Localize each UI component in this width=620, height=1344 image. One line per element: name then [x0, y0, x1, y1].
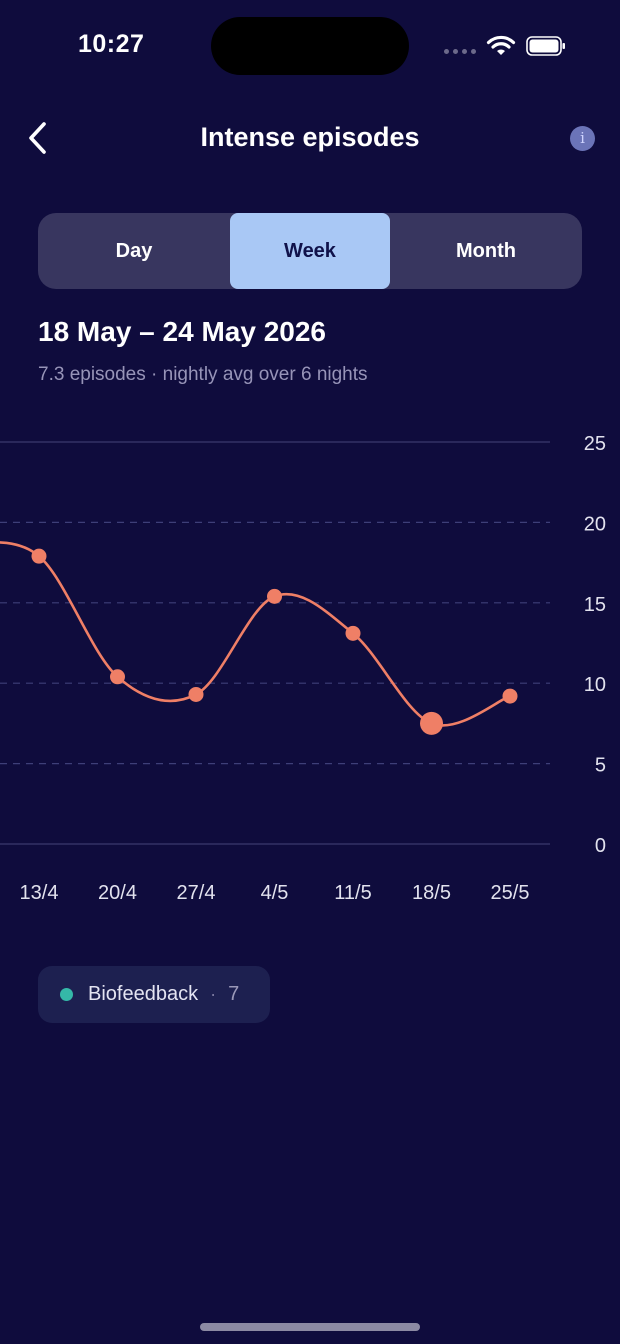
y-tick-label: 0 — [595, 835, 606, 857]
x-tick-label: 18/5 — [412, 882, 451, 904]
legend-chip-biofeedback[interactable]: Biofeedback · 7 — [38, 966, 270, 1023]
x-tick-label: 27/4 — [177, 882, 216, 904]
nav-bar: Intense episodes i — [0, 100, 620, 176]
cellular-signal-icon — [444, 49, 476, 54]
chevron-left-icon — [29, 122, 46, 154]
period-segmented-control: Day Week Month — [38, 213, 582, 289]
series-line — [0, 541, 512, 727]
segment-month[interactable]: Month — [456, 239, 516, 262]
legend-count: 7 — [228, 983, 240, 1005]
date-range-subtitle: 7.3 episodes · nightly avg over 6 nights — [38, 364, 368, 385]
legend-separator: · — [210, 984, 217, 1004]
dynamic-island — [211, 17, 409, 75]
date-range-title: 18 May – 24 May 2026 — [38, 316, 326, 347]
y-tick-label: 25 — [584, 433, 606, 455]
data-point — [267, 588, 282, 604]
x-tick-label: 20/4 — [98, 882, 137, 904]
segment-week[interactable]: Week — [230, 213, 390, 289]
data-point-selected — [420, 711, 443, 735]
x-tick-label: 4/5 — [261, 882, 289, 904]
x-tick-label: 25/5 — [491, 882, 530, 904]
data-point — [188, 686, 204, 702]
episodes-line-chart: 0 5 10 15 20 25 13/4 20/4 27/4 4/5 11/5 18/5 25/5 — [0, 433, 606, 904]
status-time: 10:27 — [78, 30, 145, 58]
y-tick-label: 5 — [595, 755, 606, 777]
home-indicator — [200, 1323, 420, 1331]
wifi-icon — [486, 35, 516, 55]
page-title: Intense episodes — [200, 122, 420, 152]
data-point — [345, 625, 361, 641]
back-button[interactable] — [18, 116, 58, 160]
x-tick-label: 11/5 — [334, 882, 371, 904]
data-point — [502, 688, 518, 704]
y-tick-label: 15 — [584, 594, 606, 616]
y-tick-label: 20 — [584, 513, 606, 535]
battery-icon — [526, 36, 565, 56]
segment-day[interactable]: Day — [115, 239, 153, 262]
data-point — [31, 548, 47, 564]
data-point — [110, 669, 125, 685]
x-tick-label: 13/4 — [20, 882, 59, 904]
legend-dot — [60, 988, 73, 1001]
y-tick-label: 10 — [584, 674, 606, 696]
status-bar: 10:27 — [0, 0, 620, 92]
info-icon[interactable]: i — [570, 126, 595, 151]
legend-label: Biofeedback — [88, 983, 199, 1005]
